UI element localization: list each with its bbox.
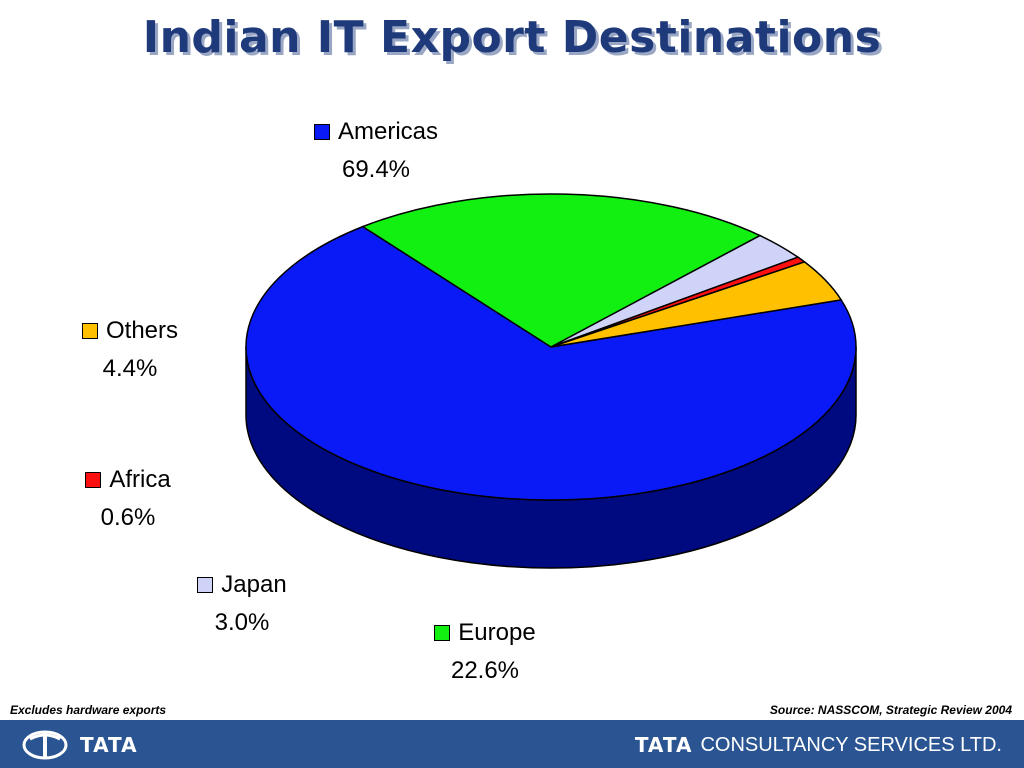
legend-value-others: 4.4% <box>102 355 158 382</box>
legend-label-europe: Europe <box>458 619 536 646</box>
legend-value-africa: 0.6% <box>100 504 156 531</box>
legend-europe: Europe 22.6% <box>395 614 575 690</box>
tata-logo-left: TATA <box>22 730 138 760</box>
footnote-source: Source: NASSCOM, Strategic Review 2004 <box>769 703 1012 717</box>
legend-swatch-europe <box>434 625 451 641</box>
tcs-logo-right: TATA CONSULTANCY SERVICES LTD. <box>635 732 1002 758</box>
tata-logo-text: TATA <box>80 733 138 757</box>
legend-swatch-africa <box>85 472 102 488</box>
legend-label-others: Others <box>105 317 179 344</box>
pie-slice-others <box>550 261 843 348</box>
tata-emblem-icon <box>22 730 68 760</box>
legend-africa: Africa 0.6% <box>38 461 218 537</box>
legend-label-americas: Americas <box>337 118 439 145</box>
legend-swatch-japan <box>197 577 214 593</box>
legend-value-americas: 69.4% <box>341 156 411 183</box>
legend-label-africa: Africa <box>109 466 171 493</box>
tcs-logo-bold: TATA <box>634 733 693 757</box>
legend-value-europe: 22.6% <box>450 657 520 684</box>
tcs-logo-rest: CONSULTANCY SERVICES LTD. <box>700 733 1002 756</box>
page-title: Indian IT Export Destinations <box>142 12 882 63</box>
legend-swatch-americas <box>313 124 330 140</box>
legend-label-japan: Japan <box>221 571 287 598</box>
legend-americas: Americas 69.4% <box>286 113 466 189</box>
legend-others: Others 4.4% <box>40 312 220 388</box>
pie-slice-americas <box>245 225 857 501</box>
legend-swatch-others <box>81 323 98 339</box>
pie-slice-europe <box>361 193 762 348</box>
footer-bar: TATA TATA CONSULTANCY SERVICES LTD. <box>0 720 1024 768</box>
footnote-excludes: Excludes hardware exports <box>10 703 167 717</box>
legend-japan: Japan 3.0% <box>152 566 332 642</box>
legend-value-japan: 3.0% <box>214 609 270 636</box>
pie-tops <box>245 193 857 501</box>
